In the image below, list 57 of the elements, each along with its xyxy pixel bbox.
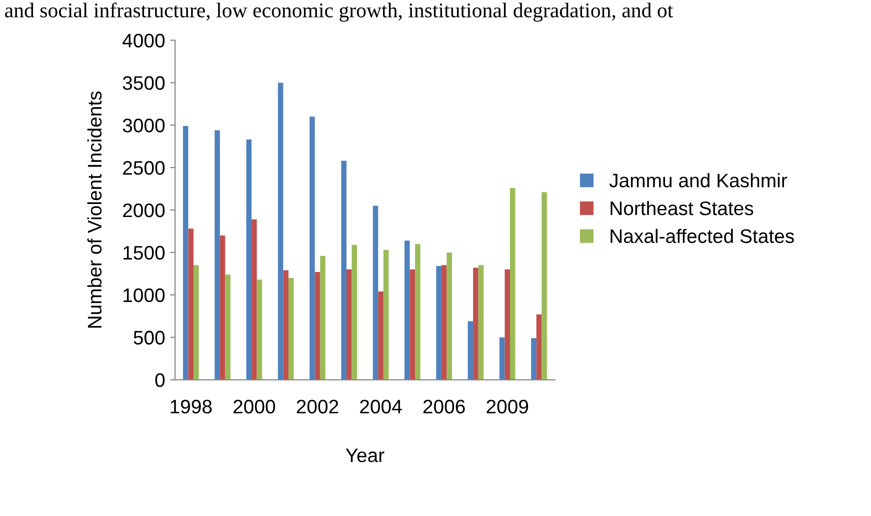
y-tick-label: 500	[134, 330, 165, 345]
bar	[182, 126, 188, 380]
bar	[283, 270, 288, 380]
bar	[214, 130, 220, 380]
legend-label: Jammu and Kashmir	[609, 173, 788, 188]
y-tick-label: 2000	[123, 203, 165, 218]
bar	[383, 250, 389, 380]
bar	[246, 140, 252, 380]
legend-label: Naxal-affected States	[610, 228, 794, 244]
y-tick-label: 3500	[122, 76, 165, 90]
y-tick-label: 1500	[124, 246, 165, 260]
x-tick-label: 2004	[360, 400, 402, 414]
y-tick-label: 1000	[124, 288, 165, 302]
bar	[314, 272, 320, 380]
bar	[510, 188, 516, 380]
bar	[536, 314, 542, 380]
bar	[504, 269, 510, 380]
bar	[341, 160, 346, 380]
bar	[256, 280, 262, 380]
bar	[188, 228, 194, 380]
bar	[372, 206, 378, 380]
bar	[473, 268, 478, 380]
bar	[415, 244, 420, 380]
bar	[404, 240, 410, 380]
bar	[478, 265, 484, 380]
y-tick-label: 3000	[122, 118, 165, 132]
bar	[194, 265, 199, 380]
bar	[542, 192, 547, 380]
bar	[436, 266, 442, 380]
legend-label: Northeast States	[610, 200, 754, 216]
text: and social infrastructure, low economic growth, institutional degradation, and ot	[5, 2, 674, 22]
bar	[378, 292, 384, 380]
bar	[346, 269, 352, 380]
bar	[468, 321, 474, 380]
y-tick-label: 4000	[122, 34, 165, 48]
y-axis-title: Number of Violent Incidents	[87, 91, 102, 328]
x-tick-label: 2000	[234, 400, 276, 414]
bar	[410, 269, 416, 380]
bar	[278, 82, 284, 380]
bar	[320, 256, 326, 380]
bar	[446, 252, 452, 380]
x-axis-title: Year	[346, 448, 384, 462]
bar	[441, 265, 447, 380]
x-tick-label: 2006	[423, 400, 465, 414]
x-tick-label: 1998	[170, 400, 212, 414]
bar	[225, 274, 230, 380]
x-tick-label: 2002	[296, 400, 338, 414]
bar	[310, 116, 315, 380]
y-tick-label: 0	[155, 373, 165, 388]
bar	[252, 219, 257, 380]
bar	[531, 338, 536, 380]
x-tick-label: 2009	[486, 400, 528, 414]
bar	[499, 337, 505, 380]
y-tick-label: 2500	[123, 161, 165, 175]
bar	[352, 244, 358, 380]
bar	[220, 235, 226, 380]
bar	[288, 278, 294, 380]
